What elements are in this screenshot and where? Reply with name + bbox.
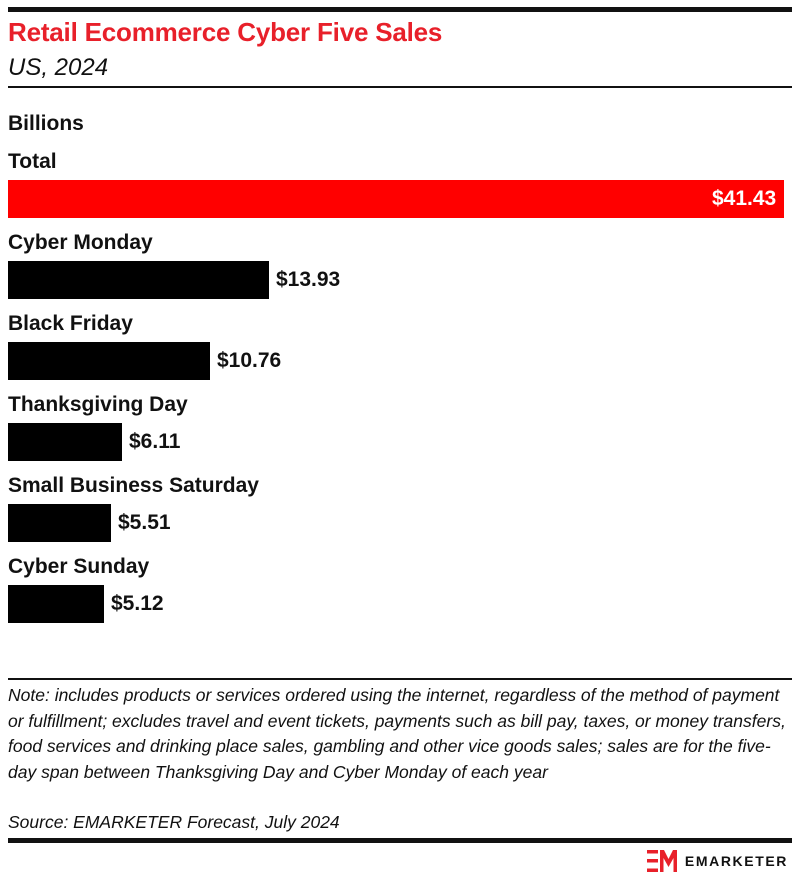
bar: [8, 423, 122, 461]
bottom-rule: [8, 838, 792, 843]
value-label: $13.93: [276, 268, 341, 291]
bar: [8, 504, 111, 542]
category-label: Total: [8, 150, 57, 173]
category-label: Thanksgiving Day: [8, 393, 188, 416]
value-label: $10.76: [217, 349, 282, 372]
value-label: $41.43: [712, 187, 777, 210]
bar: [8, 342, 210, 380]
chart-title: Retail Ecommerce Cyber Five Sales: [8, 17, 443, 47]
unit-label: Billions: [8, 112, 84, 135]
category-label: Small Business Saturday: [8, 474, 259, 497]
bar: [8, 180, 784, 218]
bar: [8, 585, 104, 623]
top-rule: [8, 7, 792, 12]
chart-source: Source: EMARKETER Forecast, July 2024: [8, 812, 340, 832]
value-label: $6.11: [129, 430, 181, 453]
title-divider: [8, 86, 792, 88]
bar: [8, 261, 269, 299]
value-label: $5.12: [111, 592, 164, 615]
category-label: Cyber Sunday: [8, 555, 150, 578]
chart-subtitle: US, 2024: [8, 54, 109, 81]
emarketer-logo-icon: [646, 850, 677, 872]
category-label: Black Friday: [8, 312, 133, 335]
brand-logo: EMARKETER: [646, 850, 788, 872]
chart-note: Note: includes products or services orde…: [8, 685, 786, 782]
category-label: Cyber Monday: [8, 231, 153, 254]
footer-divider: [8, 678, 792, 680]
brand-name: EMARKETER: [684, 853, 788, 869]
value-label: $5.51: [118, 511, 171, 534]
